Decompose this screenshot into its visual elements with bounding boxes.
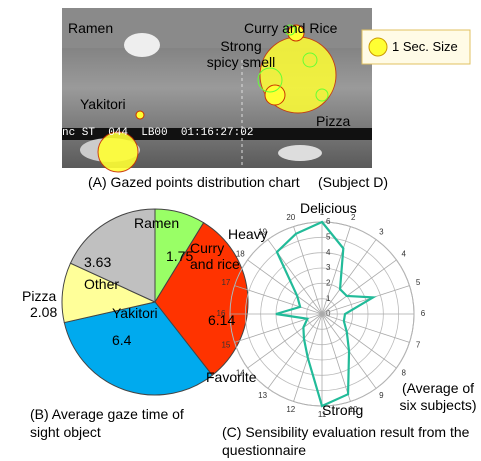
radar-axis-label: 3 bbox=[379, 227, 384, 236]
radar-spoke bbox=[322, 286, 409, 314]
radar-spoke bbox=[322, 314, 396, 368]
radar-spoke bbox=[248, 314, 322, 368]
slice-label: Curry and rice bbox=[190, 240, 250, 272]
radar-axis-label: 12 bbox=[286, 405, 295, 414]
slice-label: Yakitori bbox=[112, 305, 158, 321]
photo-label: Pizza bbox=[316, 113, 350, 129]
value-label: 3.63 bbox=[84, 254, 111, 270]
radar-annotation: Favorite bbox=[206, 369, 257, 385]
radar-tick-label: 2 bbox=[326, 278, 331, 287]
radar-tick-label: 3 bbox=[326, 263, 331, 272]
photo-label: Strong spicy smell bbox=[206, 38, 276, 70]
slice-label: Ramen bbox=[134, 215, 179, 231]
figure: 01234561234567891011121314151617181920 R… bbox=[0, 0, 481, 461]
legend-marker bbox=[369, 38, 387, 56]
radar-spoke bbox=[268, 240, 322, 314]
value-label: 6.4 bbox=[112, 332, 131, 348]
radar-axis-label: 9 bbox=[379, 391, 384, 400]
photo-label: Curry and Rice bbox=[244, 20, 337, 36]
radar-axis-label: 6 bbox=[421, 309, 426, 318]
legend-label: 1 Sec. Size bbox=[392, 39, 458, 54]
value-label: 2.08 bbox=[30, 304, 57, 320]
radar-axis-label: 20 bbox=[286, 213, 295, 222]
slice-label: Other bbox=[84, 276, 119, 292]
radar-axis-label: 5 bbox=[416, 278, 421, 287]
radar-axis-label: 7 bbox=[416, 340, 421, 349]
radar-annotation: Strong bbox=[322, 402, 363, 418]
radar-axis-label: 13 bbox=[258, 391, 267, 400]
photo-label: Ramen bbox=[68, 20, 113, 36]
radar-tick-label: 4 bbox=[326, 248, 331, 257]
caption: (Subject D) bbox=[318, 174, 388, 190]
caption: (C) Sensibility evaluation result from t… bbox=[222, 423, 477, 459]
radar-axis-label: 8 bbox=[401, 368, 406, 377]
radar-axis-label: 4 bbox=[401, 250, 406, 259]
radar-axis-label: 15 bbox=[221, 340, 230, 349]
caption: (A) Gazed points distribution chart bbox=[88, 174, 300, 190]
value-label: 6.14 bbox=[208, 312, 235, 328]
photo-label: Yakitori bbox=[80, 96, 126, 112]
radar-spoke bbox=[322, 314, 409, 342]
timestamp: nc ST 044 LB00 01:16:27:02 bbox=[62, 127, 253, 139]
radar-axis-label: 17 bbox=[221, 278, 230, 287]
radar-annotation: Delicious bbox=[300, 200, 357, 216]
caption: (B) Average gaze time of sight object bbox=[30, 405, 210, 441]
slice-label: Pizza bbox=[22, 288, 56, 304]
radar-tick-label: 6 bbox=[326, 217, 331, 226]
radar-spoke bbox=[235, 314, 322, 342]
radar-annotation: (Average of six subjects) bbox=[395, 380, 481, 414]
